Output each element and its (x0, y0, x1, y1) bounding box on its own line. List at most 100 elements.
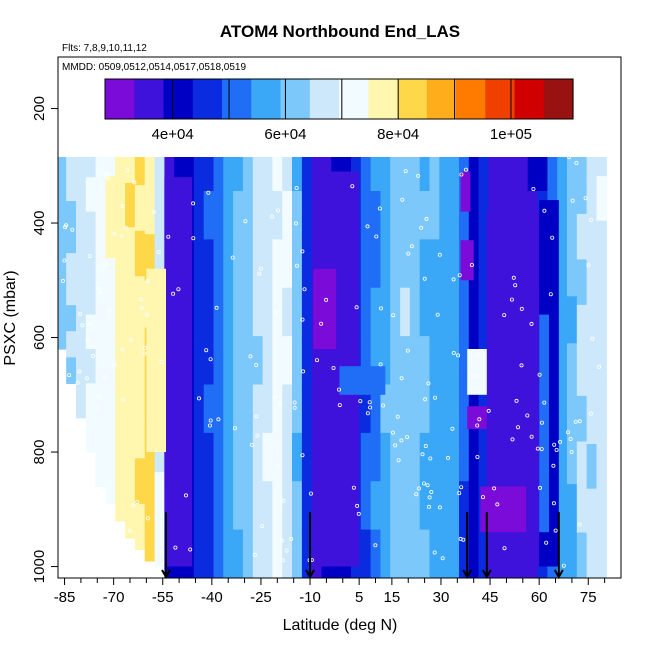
sample-point (302, 287, 307, 292)
heat-cell (134, 185, 146, 232)
heat-cell (459, 191, 470, 240)
sample-point (423, 397, 428, 402)
sample-point (569, 449, 574, 454)
heat-cell (468, 529, 480, 578)
heat-cell (400, 191, 411, 240)
sample-point (277, 402, 282, 407)
heat-cell (203, 336, 215, 386)
heat-cell (85, 211, 97, 247)
heat-cell (468, 239, 480, 289)
heat-cell (429, 287, 440, 337)
heat-cell (203, 239, 215, 289)
sample-point (138, 297, 143, 302)
sample-point (81, 420, 86, 425)
colorbar-segment (163, 79, 194, 119)
sample-point (112, 362, 117, 367)
sample-point (437, 252, 442, 257)
sample-point (191, 236, 196, 241)
sample-point (121, 397, 126, 402)
heat-cell (252, 384, 264, 434)
heat-cell (282, 481, 293, 531)
heat-cell (409, 287, 421, 337)
heat-cell (488, 142, 499, 192)
heat-cell (115, 435, 126, 479)
heat-cell (193, 287, 205, 337)
heat-cell (567, 437, 578, 485)
flight-marker-arrowhead (553, 569, 564, 580)
heat-cell (292, 432, 303, 482)
heat-cell (213, 384, 224, 434)
x-axis: -85 -70 -55 -40 -25 -10 5 15 30 45 60 75 (54, 578, 606, 606)
heat-cell (459, 529, 470, 578)
heat-cell (66, 201, 77, 228)
heat-cell (370, 481, 381, 531)
sample-point (400, 197, 405, 202)
sample-point (492, 486, 497, 491)
heat-cell (203, 529, 215, 578)
sample-point (583, 196, 588, 201)
x-axis-label: Latitude (deg N) (283, 617, 398, 634)
sample-point (440, 556, 445, 561)
sample-point (511, 275, 516, 280)
sample-point (469, 373, 474, 378)
sample-point (151, 209, 156, 214)
heat-cell (478, 142, 489, 192)
sample-point (457, 273, 462, 278)
heat-cell (242, 481, 254, 531)
sample-point (252, 552, 257, 557)
sample-point (423, 443, 428, 448)
sample-point (354, 305, 359, 310)
sample-point (206, 190, 211, 195)
heat-cell (596, 399, 607, 445)
heat-cell (233, 432, 244, 482)
heat-cell (66, 357, 77, 384)
heat-cell (596, 444, 607, 490)
heat-cell (508, 142, 519, 192)
sample-point (373, 543, 378, 548)
sample-point (416, 173, 421, 178)
heat-cell (125, 138, 136, 184)
heat-cell (252, 191, 264, 240)
sample-point (537, 372, 542, 377)
sample-point (257, 271, 262, 276)
heat-cell (95, 141, 106, 181)
sample-point (426, 504, 431, 509)
heat-cell (262, 529, 273, 578)
sample-point (254, 414, 259, 419)
heat-cell (449, 239, 460, 289)
heat-cell (203, 432, 215, 482)
heat-cell (419, 142, 431, 192)
heat-cell (586, 265, 597, 311)
heat-cell (586, 176, 597, 222)
heat-cell (105, 217, 116, 259)
heat-cell (439, 529, 450, 578)
heat-cell (351, 142, 362, 192)
sample-point (574, 160, 579, 165)
heat-cell (115, 136, 126, 181)
heat-cell (66, 148, 77, 176)
sample-point (70, 227, 75, 232)
flight-markers (161, 512, 564, 580)
heat-cell (272, 287, 283, 337)
sample-point (176, 287, 181, 292)
sample-point (275, 463, 280, 468)
heat-cell (468, 142, 480, 192)
heat-cell (341, 142, 352, 192)
heat-cell (58, 281, 67, 305)
sample-point (289, 537, 294, 542)
heat-cell (576, 441, 588, 488)
sample-point (457, 491, 462, 496)
heat-cell (419, 287, 431, 337)
heat-cell (272, 432, 283, 482)
sample-point (421, 481, 426, 486)
heat-cell (193, 384, 205, 434)
heat-cell (282, 191, 293, 240)
heat-cell (203, 287, 215, 337)
sample-point (208, 357, 213, 362)
sample-point (249, 442, 254, 447)
y-tick-label: 1000 (31, 550, 48, 583)
sample-point (539, 447, 544, 452)
sample-point (480, 495, 485, 500)
sample-point (75, 380, 80, 385)
